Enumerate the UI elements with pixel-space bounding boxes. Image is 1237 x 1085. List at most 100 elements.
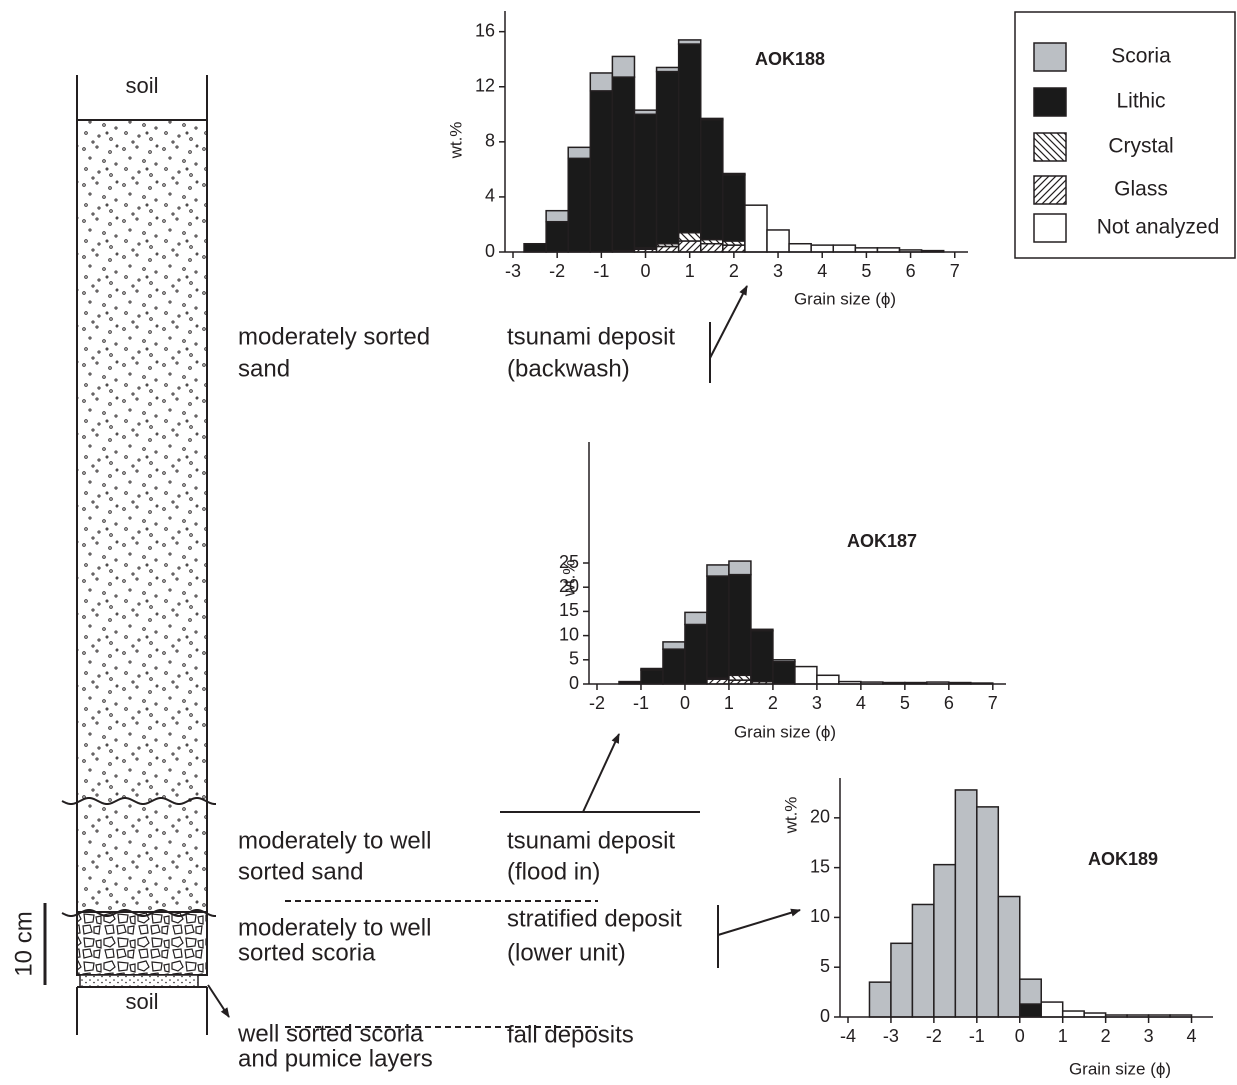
x-tick-label: 0: [680, 693, 690, 713]
y-tick-label: 15: [559, 600, 579, 620]
bar-segment: [744, 204, 768, 253]
unconformity: [61, 797, 216, 805]
bar-segment: [589, 90, 614, 253]
y-tick-label: 10: [810, 906, 830, 926]
interpretation: tsunami deposit: [507, 827, 675, 854]
bar-segment: [699, 242, 724, 253]
legend-label: Not analyzed: [1097, 216, 1220, 239]
bar-segment: [523, 242, 547, 253]
x-tick-label: 3: [773, 261, 783, 281]
y-tick-label: 20: [559, 576, 579, 596]
bar-segment: [1061, 1010, 1085, 1018]
bar-segment: [750, 630, 774, 683]
x-axis-label: Grain size (ϕ): [734, 722, 836, 741]
bar-segment: [545, 220, 569, 253]
y-tick-label: 20: [810, 807, 830, 827]
bar-segment: [722, 172, 746, 176]
bar-segment: [933, 863, 957, 1018]
bar-segment: [728, 573, 752, 677]
soil-label: soil: [125, 989, 158, 1014]
connectors: [207, 285, 801, 1028]
bar-segment: [640, 667, 664, 671]
bar-segment: [662, 648, 686, 685]
x-tick-label: 7: [950, 261, 960, 281]
bar-segment: [545, 209, 569, 223]
interpretation: (flood in): [507, 858, 600, 885]
bar-segment: [706, 575, 730, 679]
legend: Scoria Lithic Crystal Glass Not analyzed: [1033, 42, 1220, 243]
arrow: [582, 733, 620, 813]
bar-segment: [976, 806, 1000, 1018]
interpretation: tsunami deposit: [507, 323, 675, 350]
x-tick-label: 1: [1058, 1026, 1068, 1046]
x-tick-label: 4: [817, 261, 827, 281]
x-tick-label: 2: [768, 693, 778, 713]
description: moderately to well: [238, 827, 431, 854]
arrow: [709, 285, 748, 359]
chart: -2 -1 0 1 2 3 4 5 6 7 0 5 10 15 20 25 AOK187 Grain size (…: [559, 442, 1006, 741]
x-tick-label: 0: [1015, 1026, 1025, 1046]
bar-segment: [611, 55, 636, 78]
bar-segment: [655, 245, 680, 253]
description: sand: [238, 355, 290, 382]
legend-label: Glass: [1114, 178, 1168, 201]
bar-segment: [1019, 1003, 1042, 1018]
bar-segment: [684, 611, 708, 626]
soil-label: soil: [125, 73, 158, 98]
x-tick-label: -3: [883, 1026, 899, 1046]
y-tick-label: 0: [569, 673, 579, 693]
arrow: [717, 908, 801, 936]
legend-swatch: [1033, 42, 1067, 72]
bar-segment: [750, 628, 774, 632]
bar-segment: [699, 119, 724, 241]
bar-segment: [567, 146, 592, 160]
bar-segment: [684, 623, 708, 685]
x-tick-label: -1: [633, 693, 649, 713]
x-tick-label: 2: [729, 261, 739, 281]
x-tick-label: -3: [505, 261, 521, 281]
y-axis-label: wt.%: [446, 122, 465, 160]
bar-segment: [810, 244, 835, 253]
pumice-layer: [79, 974, 199, 988]
bar-segment: [567, 157, 592, 253]
x-axis-label: Grain size (ϕ): [1069, 1059, 1171, 1078]
y-axis-label: wt.%: [781, 797, 800, 835]
bar-segment: [677, 43, 702, 234]
interpretation: (lower unit): [507, 939, 626, 966]
chart: -4 -3 -2 -1 0 1 2 3 4 0 5 10 15 20 AOK189 Grain size (ϕ…: [781, 778, 1213, 1078]
legend-swatch: [1033, 87, 1067, 117]
bar-segment: [589, 72, 614, 92]
sand-layer: [76, 119, 208, 913]
bar-segment: [722, 174, 746, 242]
legend-swatch: [1033, 175, 1067, 205]
y-tick-label: 0: [820, 1006, 830, 1026]
bar-segment: [611, 76, 636, 252]
y-tick-label: 15: [810, 856, 830, 876]
x-tick-label: 1: [724, 693, 734, 713]
y-tick-label: 8: [485, 131, 495, 151]
description: sorted sand: [238, 858, 363, 885]
bar-segment: [766, 229, 790, 253]
bar-segment: [655, 70, 680, 245]
unit-descriptions: moderately sorted sand tsunami deposit (…: [237, 323, 682, 1072]
chart-title: AOK187: [847, 531, 917, 551]
bar-segment: [954, 789, 978, 1018]
interpretation: stratified deposit: [507, 905, 682, 932]
bar-segment: [997, 895, 1021, 1018]
y-tick-label: 10: [559, 624, 579, 644]
x-tick-label: 5: [900, 693, 910, 713]
x-axis-label: Grain size (ϕ): [794, 289, 896, 308]
scoria-layer: [76, 911, 208, 976]
x-tick-label: -1: [969, 1026, 985, 1046]
bar-segment: [640, 669, 664, 685]
interpretation: fall deposits: [507, 1021, 634, 1048]
bar-segment: [832, 244, 857, 253]
x-tick-label: -2: [589, 693, 605, 713]
bar-segment: [816, 674, 840, 685]
x-tick-label: -4: [840, 1026, 856, 1046]
x-tick-label: 6: [906, 261, 916, 281]
y-tick-label: 12: [475, 75, 495, 95]
bar-segment: [633, 113, 658, 249]
y-tick-label: 5: [569, 649, 579, 669]
